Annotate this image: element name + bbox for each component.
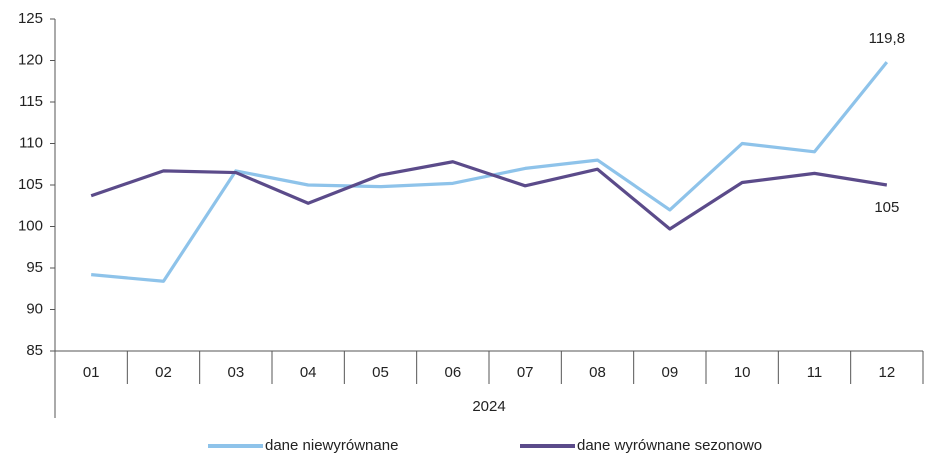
- x-tick-label: 07: [517, 364, 534, 381]
- data-label: 105: [874, 199, 899, 216]
- legend-label: dane niewyrównane: [265, 437, 398, 454]
- y-tick-label: 115: [19, 93, 43, 110]
- y-tick-label: 100: [18, 217, 43, 234]
- x-tick-label: 04: [300, 364, 317, 381]
- y-tick-label: 95: [26, 259, 43, 276]
- y-tick-label: 85: [26, 342, 43, 359]
- x-tick-label: 01: [83, 364, 100, 381]
- y-tick-label: 110: [19, 134, 43, 151]
- x-tick-label: 05: [372, 364, 389, 381]
- y-tick-label: 120: [18, 51, 43, 68]
- x-tick-label: 08: [589, 364, 606, 381]
- x-tick-label: 09: [661, 364, 678, 381]
- series-line: [90, 160, 888, 231]
- x-tick-label: 10: [734, 364, 751, 381]
- x-group-label: 2024: [472, 398, 505, 415]
- x-tick-label: 11: [807, 364, 823, 381]
- data-label: 119,8: [869, 30, 905, 47]
- y-tick-label: 125: [18, 10, 43, 27]
- x-tick-label: 06: [444, 364, 461, 381]
- x-tick-label: 02: [155, 364, 172, 381]
- y-tick-label: 105: [18, 176, 43, 193]
- x-tick-label: 12: [878, 364, 895, 381]
- y-tick-label: 90: [26, 300, 43, 317]
- legend-label: dane wyrównane sezonowo: [577, 437, 762, 454]
- series-line: [91, 61, 889, 283]
- x-tick-label: 03: [227, 364, 244, 381]
